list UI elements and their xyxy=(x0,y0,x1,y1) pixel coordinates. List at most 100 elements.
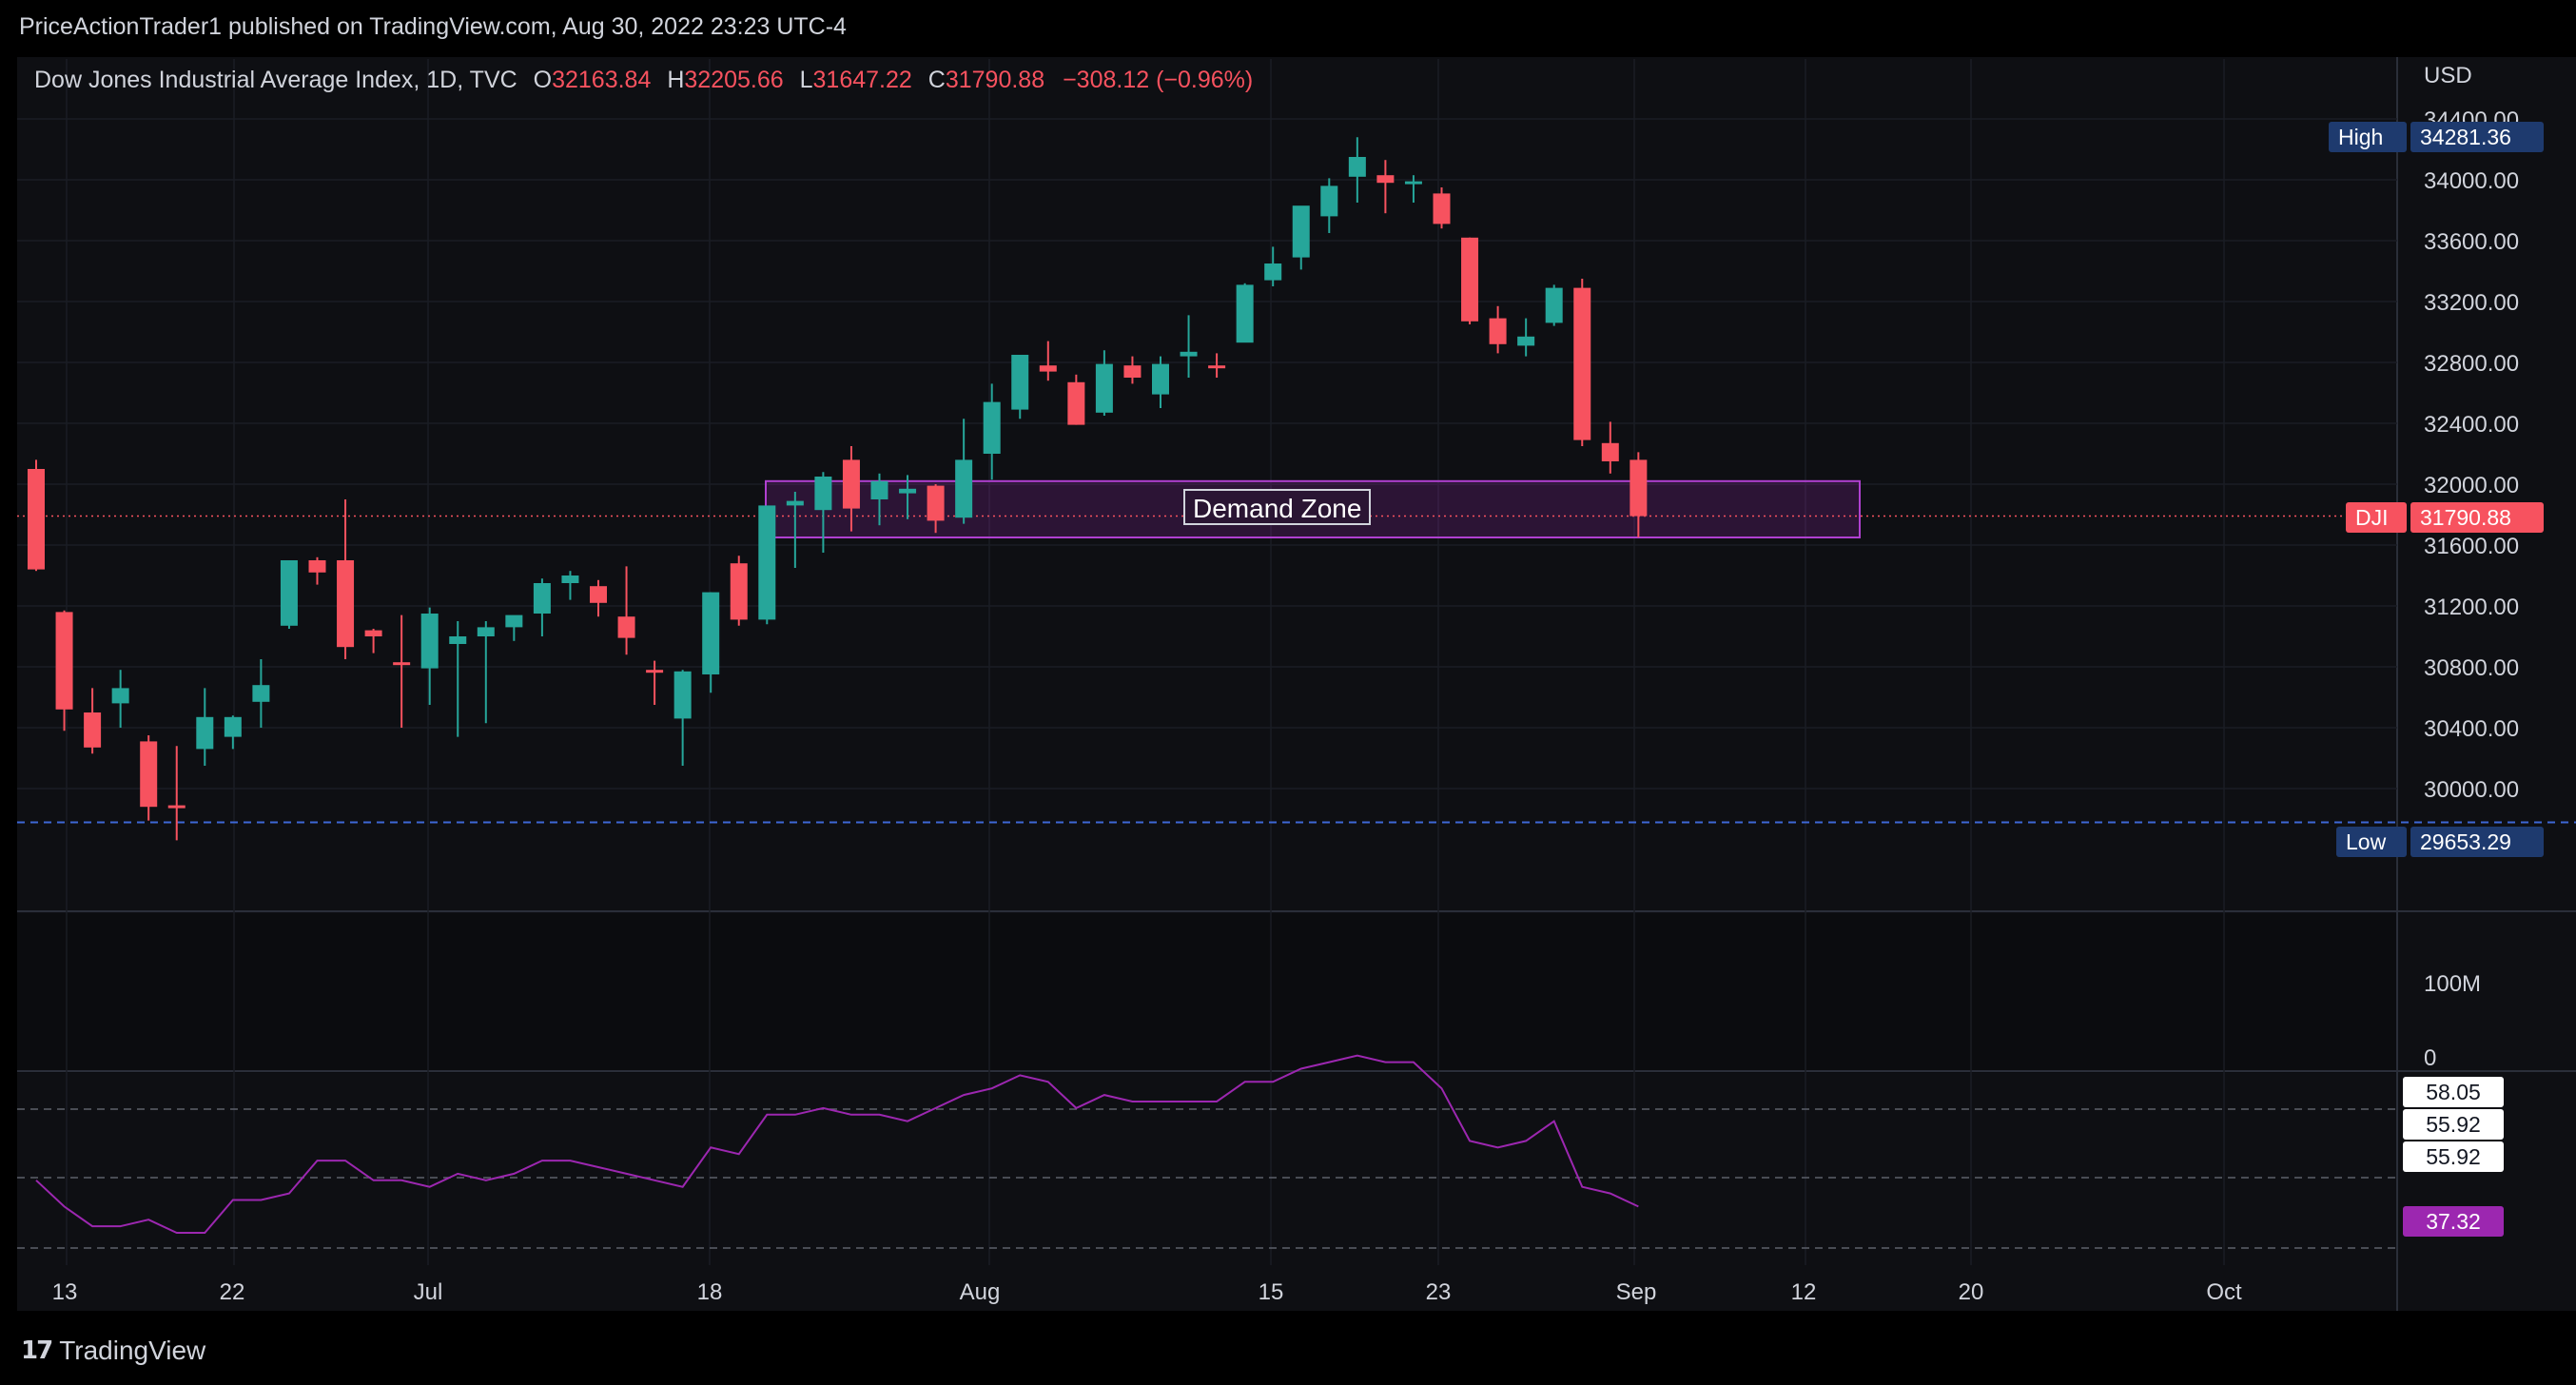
candle-body xyxy=(1573,287,1591,440)
rsi-current-badge: 37.32 xyxy=(2403,1206,2504,1237)
candle-body xyxy=(1236,284,1254,343)
candle-body xyxy=(28,469,45,570)
price-tick-label: 30000.00 xyxy=(2424,777,2519,803)
candle-body xyxy=(1039,365,1057,372)
candle-body xyxy=(140,741,158,808)
candle-body xyxy=(1461,237,1479,322)
candle-body xyxy=(1095,363,1113,413)
candle-body xyxy=(167,805,185,809)
time-tick-label: 18 xyxy=(697,1279,723,1305)
time-tick-label: 23 xyxy=(1426,1279,1452,1305)
candle-body xyxy=(1433,193,1451,224)
candle-body xyxy=(1630,459,1648,517)
candle-body xyxy=(1067,381,1085,425)
price-tick-label: 33600.00 xyxy=(2424,229,2519,255)
candle-body xyxy=(899,488,917,494)
candle-body xyxy=(1152,363,1169,395)
candle-body xyxy=(1348,157,1366,177)
candle-body xyxy=(673,671,692,719)
close-label: C xyxy=(927,67,946,93)
low-badge-value: 29653.29 xyxy=(2410,827,2544,857)
candle-body xyxy=(786,500,804,506)
candle-body xyxy=(196,716,214,750)
candle-body xyxy=(84,712,102,748)
candle-body xyxy=(364,630,382,636)
candle-body xyxy=(1545,287,1563,323)
candle-body xyxy=(927,485,945,521)
time-tick-label: 12 xyxy=(1791,1279,1817,1305)
candle-body xyxy=(646,670,664,673)
currency-label[interactable]: USD xyxy=(2424,63,2472,88)
time-tick-label: 22 xyxy=(220,1279,245,1305)
high-badge-value: 34281.36 xyxy=(2410,122,2544,152)
tradingview-logo[interactable]: 17 TradingView xyxy=(21,1336,205,1366)
low-label: L xyxy=(799,67,813,93)
candle-body xyxy=(983,401,1001,454)
open-value: 32163.84 xyxy=(552,67,652,93)
candle-body xyxy=(505,614,523,628)
close-value: 31790.88 xyxy=(945,67,1045,93)
candle-body xyxy=(1489,318,1507,344)
candle-body xyxy=(730,563,748,620)
candle-body xyxy=(1517,336,1535,346)
price-change: −308.12 (−0.96%) xyxy=(1063,67,1254,93)
candle-body xyxy=(814,477,832,511)
symbol-name: Dow Jones Industrial Average Index, 1D, … xyxy=(34,67,517,93)
candle-body xyxy=(477,627,495,636)
candle-body xyxy=(870,480,888,499)
rsi-level-badge: 58.05 xyxy=(2403,1077,2504,1107)
price-tick-label: 33200.00 xyxy=(2424,290,2519,316)
candle-body xyxy=(842,459,860,509)
candle-body xyxy=(224,716,242,737)
symbol-price-badge-label: DJI xyxy=(2346,502,2407,533)
price-tick-label: 30400.00 xyxy=(2424,716,2519,742)
high-badge-label: High xyxy=(2329,122,2407,152)
candle-body xyxy=(420,614,439,669)
candle-body xyxy=(1180,351,1198,357)
candle-body xyxy=(1264,263,1282,281)
candle-body xyxy=(1011,355,1029,410)
chart-frame xyxy=(17,57,2576,1311)
price-tick-label: 32800.00 xyxy=(2424,351,2519,377)
candle-body xyxy=(280,560,298,626)
candle-body xyxy=(111,688,129,704)
volume-pane xyxy=(17,913,2397,1073)
candle-body xyxy=(617,616,635,638)
volume-tick-label: 100M xyxy=(2424,971,2481,997)
candle-body xyxy=(337,560,355,648)
candle-body xyxy=(702,592,720,674)
candle-body xyxy=(252,685,270,702)
price-tick-label: 31200.00 xyxy=(2424,595,2519,620)
candle-body xyxy=(55,612,73,710)
demand-zone-label[interactable]: Demand Zone xyxy=(1183,489,1372,525)
time-tick-label: Sep xyxy=(1616,1279,1657,1305)
time-tick-label: Jul xyxy=(414,1279,443,1305)
publish-bar: PriceActionTrader1 published on TradingV… xyxy=(0,0,2576,59)
candles-group xyxy=(28,137,1648,841)
open-label: O xyxy=(533,67,553,93)
time-tick-label: 13 xyxy=(52,1279,78,1305)
high-value: 32205.66 xyxy=(684,67,784,93)
candle-body xyxy=(1208,365,1226,369)
candle-body xyxy=(955,459,973,518)
price-tick-label: 31600.00 xyxy=(2424,534,2519,559)
tradingview-brand: TradingView xyxy=(59,1336,206,1365)
candle-body xyxy=(1376,175,1395,184)
candle-body xyxy=(393,662,411,666)
rsi-line xyxy=(35,1054,1639,1234)
price-tick-label: 34000.00 xyxy=(2424,168,2519,194)
price-tick-label: 32000.00 xyxy=(2424,473,2519,498)
time-tick-label: Oct xyxy=(2206,1279,2242,1305)
low-badge-label: Low xyxy=(2336,827,2407,857)
candle-body xyxy=(561,575,579,583)
symbol-price-badge-value: 31790.88 xyxy=(2410,502,2544,533)
candle-body xyxy=(1123,365,1142,378)
rsi-level-badge: 55.92 xyxy=(2403,1141,2504,1172)
time-tick-label: Aug xyxy=(960,1279,1001,1305)
candle-body xyxy=(449,636,467,644)
candle-body xyxy=(308,560,326,573)
candle-body xyxy=(1292,205,1310,258)
candle-body xyxy=(590,586,607,603)
time-tick-label: 20 xyxy=(1959,1279,1984,1305)
